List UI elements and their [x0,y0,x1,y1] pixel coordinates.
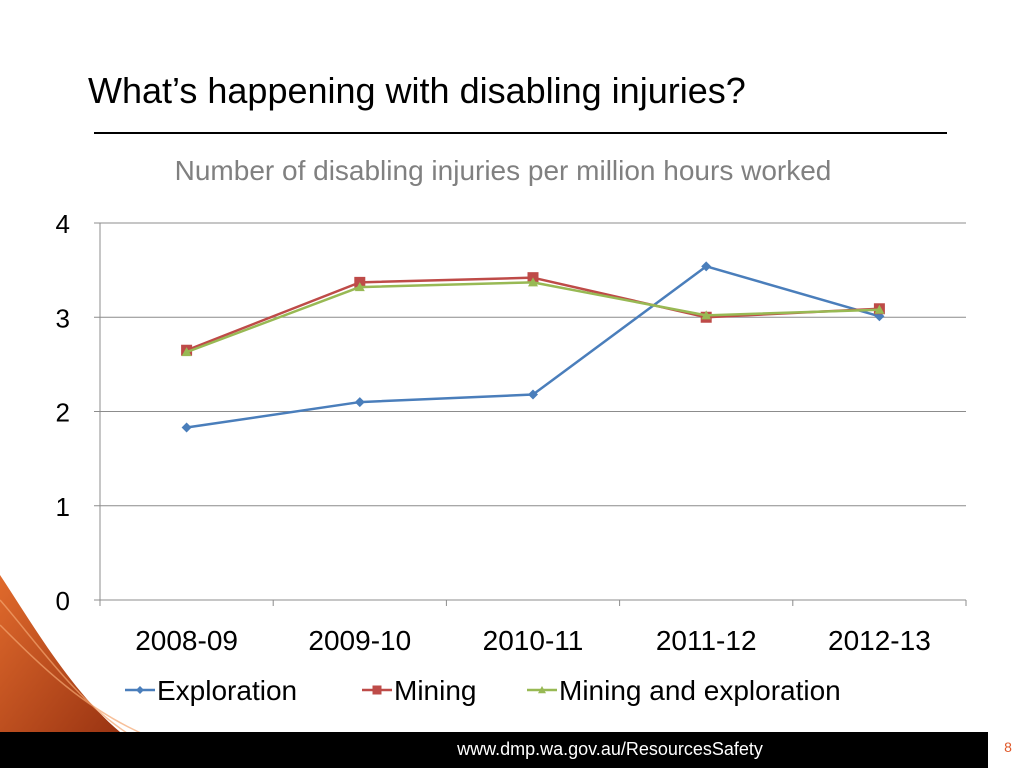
data-point [354,282,365,292]
x-tick-label: 2008-09 [135,625,238,656]
x-tick-label: 2012-13 [828,625,931,656]
data-point [874,304,885,314]
decorative-swoosh-lines [0,599,151,738]
x-tick-label: 2009-10 [308,625,411,656]
legend-label: Mining [394,675,476,706]
data-point [528,277,538,287]
data-point [701,310,712,320]
legend-label: Exploration [157,675,297,706]
legend-label: Mining and exploration [559,675,841,706]
data-point [181,347,192,357]
page-number: 8 [1004,739,1012,755]
series-line-exploration [186,265,880,429]
footer-url[interactable]: www.dmp.wa.gov.au/ResourcesSafety [457,739,763,759]
chart-title: Number of disabling injuries per million… [175,155,832,186]
title-divider [94,132,947,134]
data-point [354,397,365,408]
y-tick-label: 2 [56,398,70,428]
line-chart: Number of disabling injuries per million… [56,155,967,706]
y-tick-label: 0 [56,586,70,616]
data-point [701,261,712,272]
y-tick-label: 1 [56,492,70,522]
data-point [528,389,538,400]
legend-marker [136,686,144,694]
slide-title: What’s happening with disabling injuries… [88,70,746,111]
decorative-swoosh [0,575,120,732]
legend-marker [372,685,382,695]
y-tick-label: 3 [56,303,70,333]
y-tick-label: 4 [56,209,70,239]
legend-marker [538,686,546,694]
x-tick-label: 2011-12 [656,625,757,656]
data-point [181,422,192,433]
x-tick-label: 2010-11 [483,625,584,656]
footer-bar [0,732,988,768]
